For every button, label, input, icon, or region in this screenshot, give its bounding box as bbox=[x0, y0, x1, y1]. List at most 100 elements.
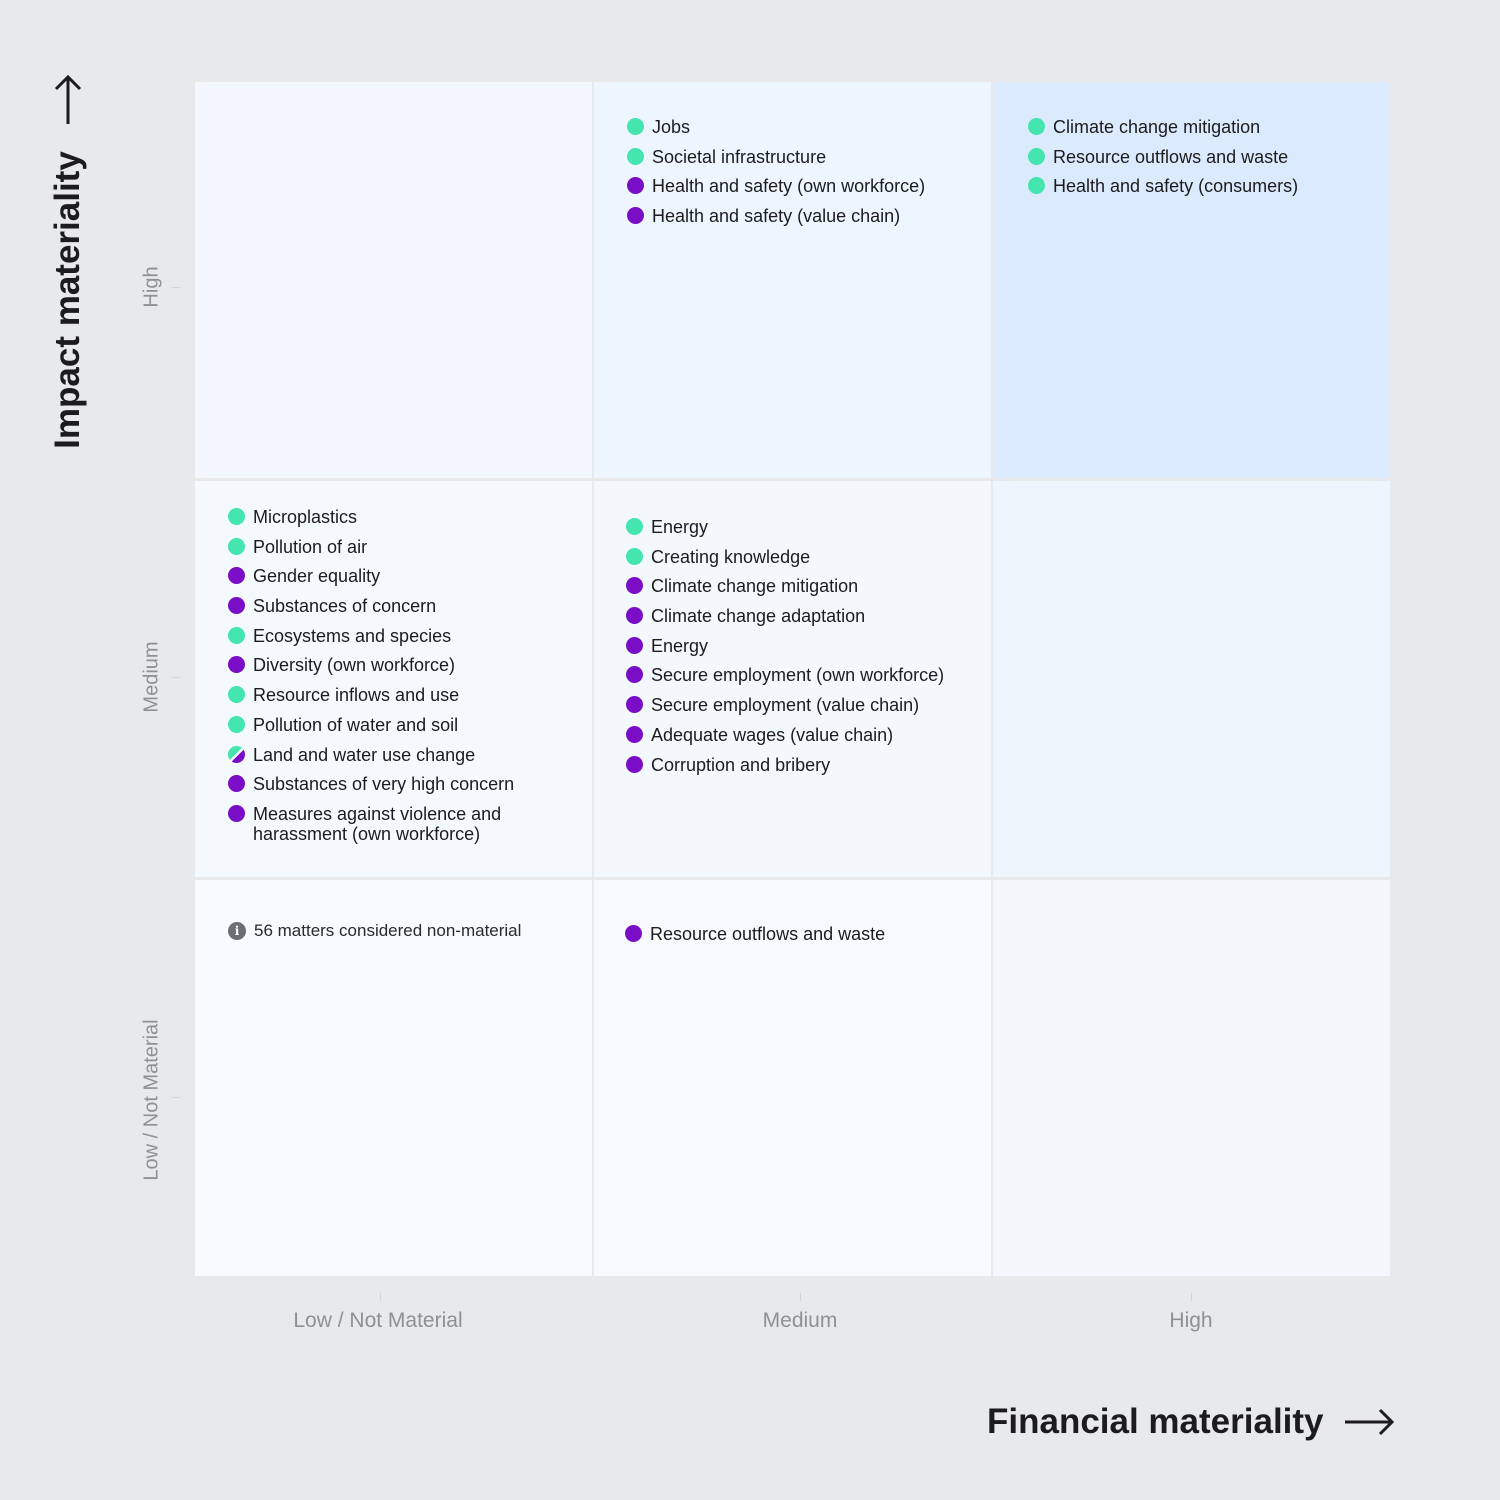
matter-label: Resource outflows and waste bbox=[1053, 146, 1289, 167]
y-tick bbox=[172, 1097, 180, 1098]
matter-item: Substances of concern bbox=[228, 596, 558, 616]
note-text: 56 matters considered non-material bbox=[254, 921, 522, 940]
matter-item: Creating knowledge bbox=[626, 547, 944, 567]
matter-item: Secure employment (value chain) bbox=[626, 695, 944, 715]
matter-item: Resource inflows and use bbox=[228, 685, 558, 705]
matter-list: Resource outflows and waste bbox=[625, 924, 885, 954]
x-tick bbox=[1191, 1293, 1192, 1301]
impact-dot-icon bbox=[228, 597, 245, 615]
matter-label: Energy bbox=[651, 517, 709, 537]
y-level-high: High bbox=[140, 266, 163, 308]
matter-item: Substances of very high concern bbox=[228, 774, 558, 794]
matter-label: Climate change mitigation bbox=[651, 576, 859, 597]
x-level-low: Low / Not Material bbox=[293, 1309, 463, 1332]
cell-low-high bbox=[993, 880, 1390, 1276]
impact-dot-icon bbox=[625, 925, 642, 942]
matter-item: Energy bbox=[626, 517, 944, 537]
y-level-low: Low / Not Material bbox=[140, 1019, 163, 1181]
y-axis-title-text: Impact materiality bbox=[48, 151, 87, 449]
non-material-note: i 56 matters considered non-material bbox=[228, 921, 521, 941]
cell-high-medium: Jobs Societal infrastructure Health and sa… bbox=[594, 82, 991, 478]
financial-dot-icon bbox=[228, 715, 245, 733]
y-axis-title: Impact materiality bbox=[48, 151, 88, 449]
matter-list: Climate change mitigation Resource outflo… bbox=[1028, 117, 1298, 206]
impact-dot-icon bbox=[626, 696, 643, 714]
impact-dot-icon bbox=[626, 577, 643, 595]
matter-label: Pollution of air bbox=[253, 536, 368, 557]
impact-dot-icon bbox=[228, 567, 245, 585]
matter-label: Climate change mitigation bbox=[1053, 117, 1261, 137]
y-level-medium: Medium bbox=[140, 641, 163, 713]
matter-label: Resource outflows and waste bbox=[650, 924, 886, 944]
matter-item: Climate change mitigation bbox=[1028, 117, 1298, 137]
matter-item: Microplastics bbox=[228, 507, 558, 527]
financial-dot-icon bbox=[228, 508, 245, 525]
cell-low-medium: Resource outflows and waste bbox=[594, 880, 991, 1276]
matter-item: Climate change mitigation bbox=[626, 576, 944, 596]
matter-item: Secure employment (own workforce) bbox=[626, 665, 944, 685]
x-level-high: High bbox=[1169, 1309, 1213, 1332]
matter-item: Diversity (own workforce) bbox=[228, 655, 558, 675]
cell-medium-medium: Energy Creating knowledge Climate change m… bbox=[594, 481, 991, 877]
financial-dot-icon bbox=[1028, 147, 1045, 165]
arrow-up-icon bbox=[54, 74, 82, 124]
matter-item: Resource outflows and waste bbox=[625, 924, 885, 944]
matter-label: Adequate wages (value chain) bbox=[651, 724, 894, 745]
impact-dot-icon bbox=[228, 775, 245, 793]
matter-item: Climate change adaptation bbox=[626, 606, 944, 626]
both-dot-icon bbox=[228, 745, 245, 763]
matter-item: Corruption and bribery bbox=[626, 755, 944, 775]
matter-list: Energy Creating knowledge Climate change m… bbox=[626, 517, 944, 784]
arrow-right-icon bbox=[1345, 1408, 1395, 1436]
info-icon[interactable]: i bbox=[228, 922, 246, 940]
matter-label: Jobs bbox=[652, 117, 691, 137]
matter-label: Substances of concern bbox=[253, 596, 437, 617]
matter-label: Diversity (own workforce) bbox=[253, 655, 456, 676]
financial-dot-icon bbox=[228, 626, 245, 644]
matter-item: Jobs bbox=[627, 117, 925, 137]
impact-dot-icon bbox=[228, 656, 245, 674]
matter-item: Land and water use change bbox=[228, 745, 558, 765]
matter-label: Health and safety (value chain) bbox=[652, 206, 901, 227]
cell-low-low: i 56 matters considered non-material bbox=[195, 880, 592, 1276]
x-tick bbox=[380, 1293, 381, 1301]
impact-dot-icon bbox=[626, 607, 643, 625]
financial-dot-icon bbox=[626, 547, 643, 565]
matter-item: Adequate wages (value chain) bbox=[626, 725, 944, 745]
cell-high-high: Climate change mitigation Resource outflo… bbox=[993, 82, 1390, 478]
matter-item: Energy bbox=[626, 636, 944, 656]
matter-item: Resource outflows and waste bbox=[1028, 147, 1298, 167]
matter-label: Creating knowledge bbox=[651, 546, 811, 567]
matter-item: Societal infrastructure bbox=[627, 147, 925, 167]
matter-list: Microplastics Pollution of air Gender equa… bbox=[228, 507, 558, 854]
matter-item: Health and safety (own workforce) bbox=[627, 176, 925, 196]
matter-label: Measures against violence and harassment… bbox=[253, 803, 502, 844]
matter-label: Pollution of water and soil bbox=[253, 714, 459, 735]
matter-label: Secure employment (value chain) bbox=[651, 695, 920, 716]
impact-dot-icon bbox=[228, 804, 245, 822]
matter-item: Pollution of air bbox=[228, 537, 558, 557]
matter-item: Health and safety (value chain) bbox=[627, 206, 925, 226]
financial-dot-icon bbox=[627, 147, 644, 165]
matter-label: Corruption and bribery bbox=[651, 754, 831, 775]
x-axis-title: Financial materiality bbox=[987, 1402, 1324, 1441]
matter-item: Ecosystems and species bbox=[228, 626, 558, 646]
impact-dot-icon bbox=[626, 755, 643, 773]
financial-dot-icon bbox=[627, 118, 644, 135]
x-tick bbox=[800, 1293, 801, 1301]
y-tick bbox=[172, 677, 180, 678]
impact-dot-icon bbox=[626, 725, 643, 743]
matter-label: Ecosystems and species bbox=[253, 625, 452, 646]
financial-dot-icon bbox=[228, 686, 245, 704]
matter-label: Societal infrastructure bbox=[652, 146, 827, 167]
financial-dot-icon bbox=[1028, 118, 1045, 135]
impact-dot-icon bbox=[626, 636, 643, 654]
matter-label: Secure employment (own workforce) bbox=[651, 665, 945, 686]
cell-medium-high bbox=[993, 481, 1390, 877]
matter-label: Health and safety (consumers) bbox=[1053, 176, 1299, 197]
matter-label: Microplastics bbox=[253, 507, 358, 527]
cell-medium-low: Microplastics Pollution of air Gender equa… bbox=[195, 481, 592, 877]
matter-item: Pollution of water and soil bbox=[228, 715, 558, 735]
impact-dot-icon bbox=[626, 666, 643, 684]
financial-dot-icon bbox=[626, 518, 643, 535]
